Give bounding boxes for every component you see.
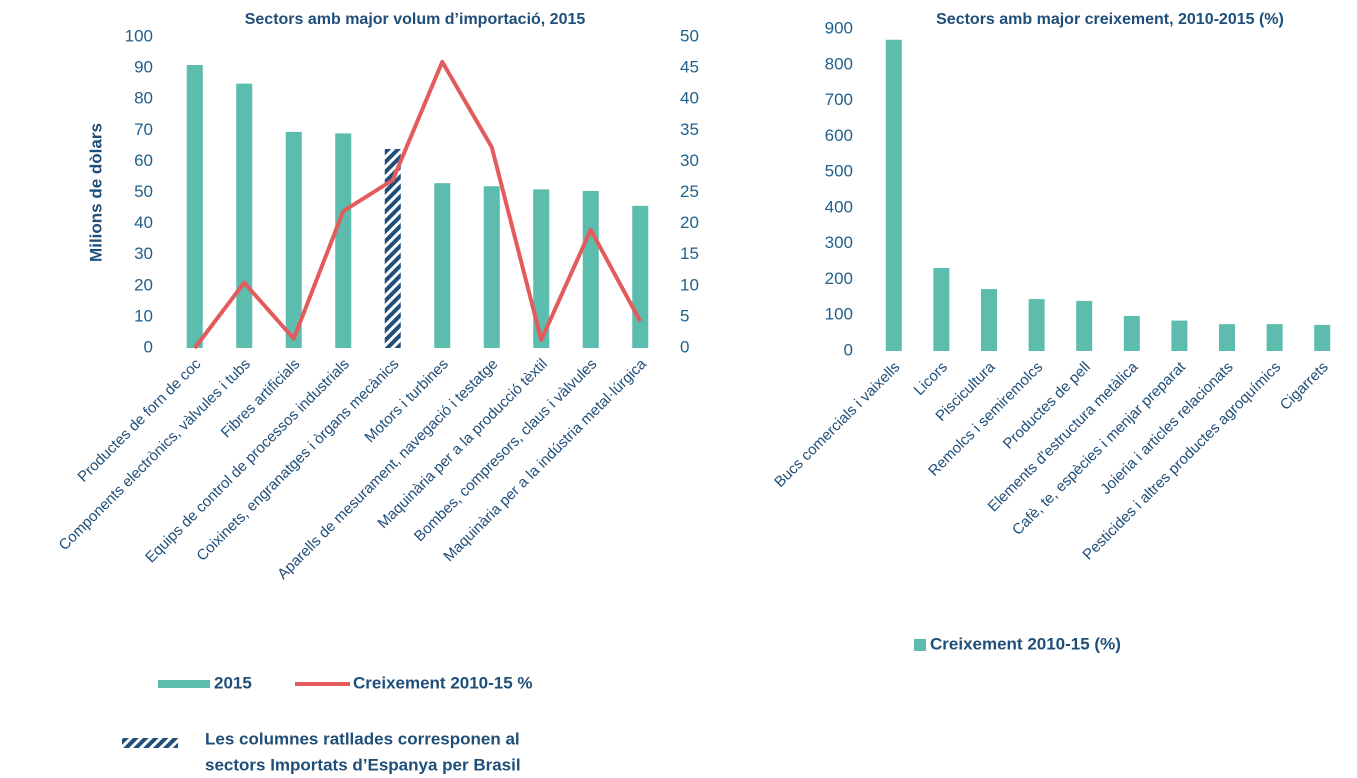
x-tick-label: Cafè, te, espècies i menjar preparat bbox=[1009, 358, 1190, 539]
bar bbox=[933, 267, 950, 351]
y-tick-label: 0 bbox=[144, 337, 153, 356]
y2-tick-label: 35 bbox=[680, 120, 699, 139]
bar bbox=[533, 189, 550, 348]
line bbox=[193, 59, 643, 350]
note-icon bbox=[122, 738, 178, 748]
y-tick-label: 700 bbox=[825, 90, 853, 109]
legend-label: Creixement 2010-15 % bbox=[353, 673, 533, 692]
y-tick-label: 800 bbox=[825, 54, 853, 73]
y2-tick-label: 30 bbox=[680, 151, 699, 170]
bar bbox=[384, 148, 401, 348]
y-tick-label: 70 bbox=[134, 120, 153, 139]
chart-title: Sectors amb major creixement, 2010-2015 … bbox=[936, 11, 1284, 28]
y-tick-label: 0 bbox=[844, 340, 853, 359]
y-tick-label: 300 bbox=[825, 233, 853, 252]
y-tick-label: 50 bbox=[134, 182, 153, 201]
note-text: sectors Importats d’Espanya per Brasil bbox=[205, 755, 521, 774]
y2-tick-label: 5 bbox=[680, 306, 689, 325]
bar bbox=[1123, 315, 1140, 351]
y2-tick-label: 20 bbox=[680, 213, 699, 232]
bar bbox=[1266, 324, 1283, 351]
y-tick-label: 20 bbox=[134, 275, 153, 294]
y-axis-label: Milions de dòlars bbox=[86, 123, 105, 262]
bar bbox=[483, 186, 500, 348]
y-tick-label: 90 bbox=[134, 58, 153, 77]
y2-tick-label: 0 bbox=[680, 337, 689, 356]
legend-label: Creixement 2010-15 (%) bbox=[930, 634, 1121, 653]
y-tick-label: 40 bbox=[134, 213, 153, 232]
bar bbox=[285, 131, 302, 348]
bar bbox=[236, 83, 253, 349]
bar bbox=[885, 39, 902, 351]
bar bbox=[1028, 299, 1045, 351]
bar bbox=[981, 289, 997, 351]
x-tick-label: Productes de pell bbox=[1000, 359, 1094, 453]
y-tick-label: 10 bbox=[134, 306, 153, 325]
bar bbox=[1171, 320, 1188, 351]
y-tick-label: 600 bbox=[825, 126, 853, 145]
y-tick-label: 200 bbox=[825, 269, 853, 288]
bar bbox=[1219, 324, 1235, 351]
bar bbox=[434, 183, 451, 348]
y2-tick-label: 45 bbox=[680, 58, 699, 77]
bar bbox=[1314, 324, 1331, 351]
bar bbox=[582, 190, 599, 348]
x-tick-label: Motors i turbines bbox=[361, 356, 451, 446]
y-tick-label: 80 bbox=[134, 89, 153, 108]
bar bbox=[186, 64, 203, 349]
y-tick-label: 400 bbox=[825, 197, 853, 216]
bar bbox=[335, 133, 352, 348]
x-tick-label: Cigarrets bbox=[1277, 359, 1332, 414]
y-tick-label: 100 bbox=[125, 26, 153, 45]
y-tick-label: 30 bbox=[134, 244, 153, 263]
y2-tick-label: 40 bbox=[680, 89, 699, 108]
y-tick-label: 100 bbox=[825, 305, 853, 324]
note-text: Les columnes ratllades corresponen al bbox=[205, 729, 520, 748]
y2-tick-label: 50 bbox=[680, 26, 699, 45]
y-tick-label: 60 bbox=[134, 151, 153, 170]
x-tick-label: Bombes, compresors, claus i vàlvules bbox=[411, 356, 600, 545]
legend-swatch bbox=[158, 680, 210, 688]
chart-title: Sectors amb major volum d’importació, 20… bbox=[245, 11, 586, 28]
y2-tick-label: 25 bbox=[680, 182, 699, 201]
y-tick-label: 900 bbox=[825, 18, 853, 37]
x-tick-label: Licors bbox=[911, 359, 951, 399]
y-tick-label: 500 bbox=[825, 162, 853, 181]
y2-tick-label: 10 bbox=[680, 275, 699, 294]
legend-label: 2015 bbox=[214, 673, 252, 692]
y2-tick-label: 15 bbox=[680, 244, 699, 263]
x-tick-label: Bucs comercials i vaixells bbox=[771, 359, 903, 491]
bar bbox=[1076, 300, 1093, 351]
bar bbox=[632, 205, 649, 348]
legend-swatch bbox=[914, 639, 926, 651]
